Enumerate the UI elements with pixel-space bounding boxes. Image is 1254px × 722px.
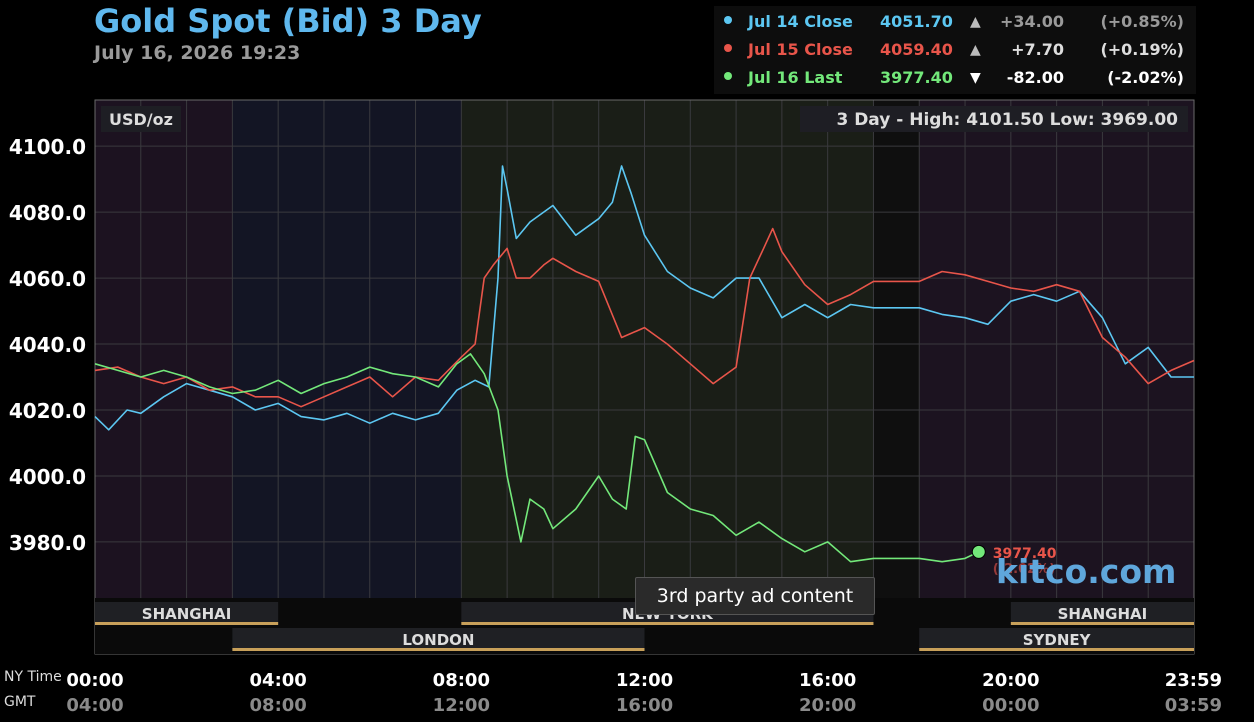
session-bar bbox=[95, 622, 279, 625]
y-tick-label: 4020.0 bbox=[9, 399, 86, 423]
y-tick-label: 4080.0 bbox=[9, 201, 86, 225]
x-tick-gmt: 16:00 bbox=[616, 695, 673, 716]
arrow-up-icon: ▲ bbox=[970, 42, 981, 58]
x-tick-gmt: 04:00 bbox=[66, 695, 123, 716]
page-title: Gold Spot (Bid) 3 Day bbox=[94, 2, 482, 40]
arrow-up-icon: ▲ bbox=[970, 14, 981, 30]
session-label: SYDNEY bbox=[1023, 631, 1092, 649]
legend-pct: (-2.02%) bbox=[1107, 68, 1184, 87]
x-tick-gmt: 12:00 bbox=[433, 695, 490, 716]
session-bar bbox=[1010, 622, 1194, 625]
session-band bbox=[461, 100, 874, 654]
legend-dot-jul16 bbox=[724, 72, 732, 80]
arrow-down-icon: ▼ bbox=[970, 70, 981, 86]
session-bar bbox=[232, 648, 645, 651]
y-tick-label: 4060.0 bbox=[9, 267, 86, 291]
session-band bbox=[873, 100, 920, 654]
x-tick-gmt: 00:00 bbox=[982, 695, 1039, 716]
y-tick-label: 4000.0 bbox=[9, 465, 86, 489]
session-label: LONDON bbox=[402, 631, 474, 649]
session-bg bbox=[1010, 602, 1194, 624]
x-tick-ny: 23:59 bbox=[1165, 670, 1222, 691]
y-tick-label: 3980.0 bbox=[9, 531, 86, 555]
x-tick-ny: 16:00 bbox=[799, 670, 856, 691]
session-label: SHANGHAI bbox=[142, 605, 232, 623]
unit-bg bbox=[101, 106, 181, 132]
session-bg bbox=[919, 628, 1194, 650]
x-tick-gmt: 03:59 bbox=[1165, 695, 1222, 716]
range-bg bbox=[800, 106, 1188, 132]
last-price-marker bbox=[971, 544, 986, 559]
x-tick-gmt: 20:00 bbox=[799, 695, 856, 716]
legend-dot-jul15 bbox=[724, 44, 732, 52]
legend-change: +34.00 bbox=[999, 12, 1064, 31]
legend-price: 4059.40 bbox=[880, 40, 953, 59]
legend-price: 3977.40 bbox=[880, 68, 953, 87]
legend-change: -82.00 bbox=[1006, 68, 1064, 87]
legend-label: Jul 14 Close bbox=[748, 12, 853, 31]
ny-time-label: NY Time bbox=[4, 669, 62, 685]
kitco-watermark: kitco.com bbox=[996, 552, 1177, 591]
unit-label: USD/oz bbox=[109, 110, 173, 129]
y-tick-label: 4100.0 bbox=[9, 135, 86, 159]
x-tick-ny: 08:00 bbox=[433, 670, 490, 691]
legend-row-jul14: Jul 14 Close 4051.70 ▲ +34.00 (+0.85%) bbox=[714, 8, 1196, 34]
x-tick-gmt: 08:00 bbox=[250, 695, 307, 716]
session-bar bbox=[461, 622, 874, 625]
legend-change: +7.70 bbox=[1011, 40, 1064, 59]
session-band bbox=[95, 100, 233, 654]
session-bg bbox=[95, 602, 279, 624]
legend-row-jul15: Jul 15 Close 4059.40 ▲ +7.70 (+0.19%) bbox=[714, 36, 1196, 62]
x-tick-ny: 04:00 bbox=[250, 670, 307, 691]
y-tick-label: 4040.0 bbox=[9, 333, 86, 357]
series-line-jul16 bbox=[94, 353, 980, 563]
legend-pct: (+0.19%) bbox=[1100, 40, 1184, 59]
legend-row-jul16: Jul 16 Last 3977.40 ▼ -82.00 (-2.02%) bbox=[714, 64, 1196, 90]
legend-price: 4051.70 bbox=[880, 12, 953, 31]
x-tick-ny: 12:00 bbox=[616, 670, 673, 691]
legend-pct: (+0.85%) bbox=[1100, 12, 1184, 31]
series-line-jul15 bbox=[94, 227, 1195, 408]
x-tick-ny: 00:00 bbox=[66, 670, 123, 691]
ad-content-badge[interactable]: 3rd party ad content bbox=[635, 577, 875, 615]
legend-label: Jul 16 Last bbox=[748, 68, 843, 87]
session-label: SHANGHAI bbox=[1058, 605, 1148, 623]
overlap-price-label: 3977.40 bbox=[993, 546, 1057, 562]
timestamp: July 16, 2026 19:23 bbox=[94, 42, 301, 64]
range-label: 3 Day - High: 4101.50 Low: 3969.00 bbox=[836, 110, 1178, 130]
series-line-jul14 bbox=[94, 165, 1194, 431]
session-bg bbox=[232, 628, 645, 650]
legend-label: Jul 15 Close bbox=[748, 40, 853, 59]
session-bar bbox=[919, 648, 1194, 651]
x-tick-ny: 20:00 bbox=[982, 670, 1039, 691]
overlap-pct-label: (-2.02%) bbox=[993, 562, 1055, 577]
legend: Jul 14 Close 4051.70 ▲ +34.00 (+0.85%) J… bbox=[714, 6, 1196, 94]
legend-dot-jul14 bbox=[724, 16, 732, 24]
gmt-label: GMT bbox=[4, 694, 36, 710]
